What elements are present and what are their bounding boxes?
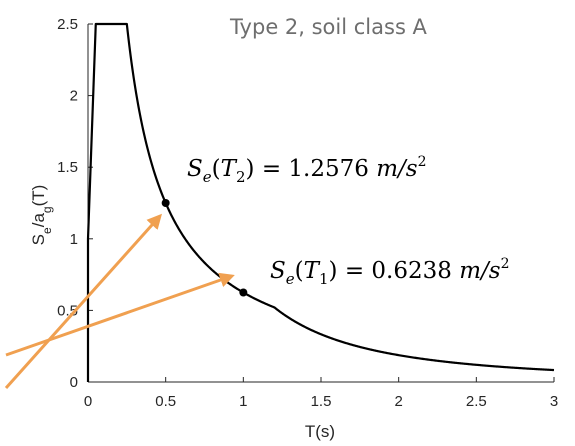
marked-points [161, 199, 248, 297]
x-tick-label: 1.5 [311, 393, 332, 410]
marked-point [239, 288, 248, 297]
point-annotation: Se(T2) = 1.2576 m/s2 [187, 154, 427, 186]
x-tick-label: 3 [550, 393, 558, 410]
x-tick-label: 0.5 [155, 393, 176, 410]
x-axis-label: T(s) [305, 422, 335, 441]
x-tick-label: 2 [394, 393, 402, 410]
y-tick-label: 0 [70, 374, 78, 391]
annotation-arrow [5, 272, 235, 357]
y-ticks: 00.511.522.5 [57, 16, 93, 391]
x-tick-label: 0 [84, 393, 92, 410]
y-axis-label: Se/ag(T) [29, 185, 54, 246]
point-annotation: Se(T1) = 0.6238 m/s2 [270, 256, 510, 288]
axes [87, 24, 554, 383]
annotation-arrow [4, 213, 163, 390]
annotation-arrows [4, 213, 235, 390]
annotations: Se(T2) = 1.2576 m/s2 Se(T1) = 0.6238 m/s2 [187, 154, 510, 288]
y-tick-label: 1 [70, 231, 78, 248]
chart-title: Type 2, soil class A [229, 15, 428, 39]
x-tick-label: 1 [239, 393, 247, 410]
x-ticks: 0 0.5 1 1.5 2 2.5 3 [84, 377, 558, 410]
marked-point [161, 199, 170, 207]
spectrum-curve [86, 22, 555, 382]
y-tick-label: 2.5 [57, 16, 78, 33]
y-tick-label: 2 [70, 88, 78, 105]
x-tick-label: 2.5 [466, 393, 487, 410]
y-tick-label: 1.5 [57, 159, 78, 176]
